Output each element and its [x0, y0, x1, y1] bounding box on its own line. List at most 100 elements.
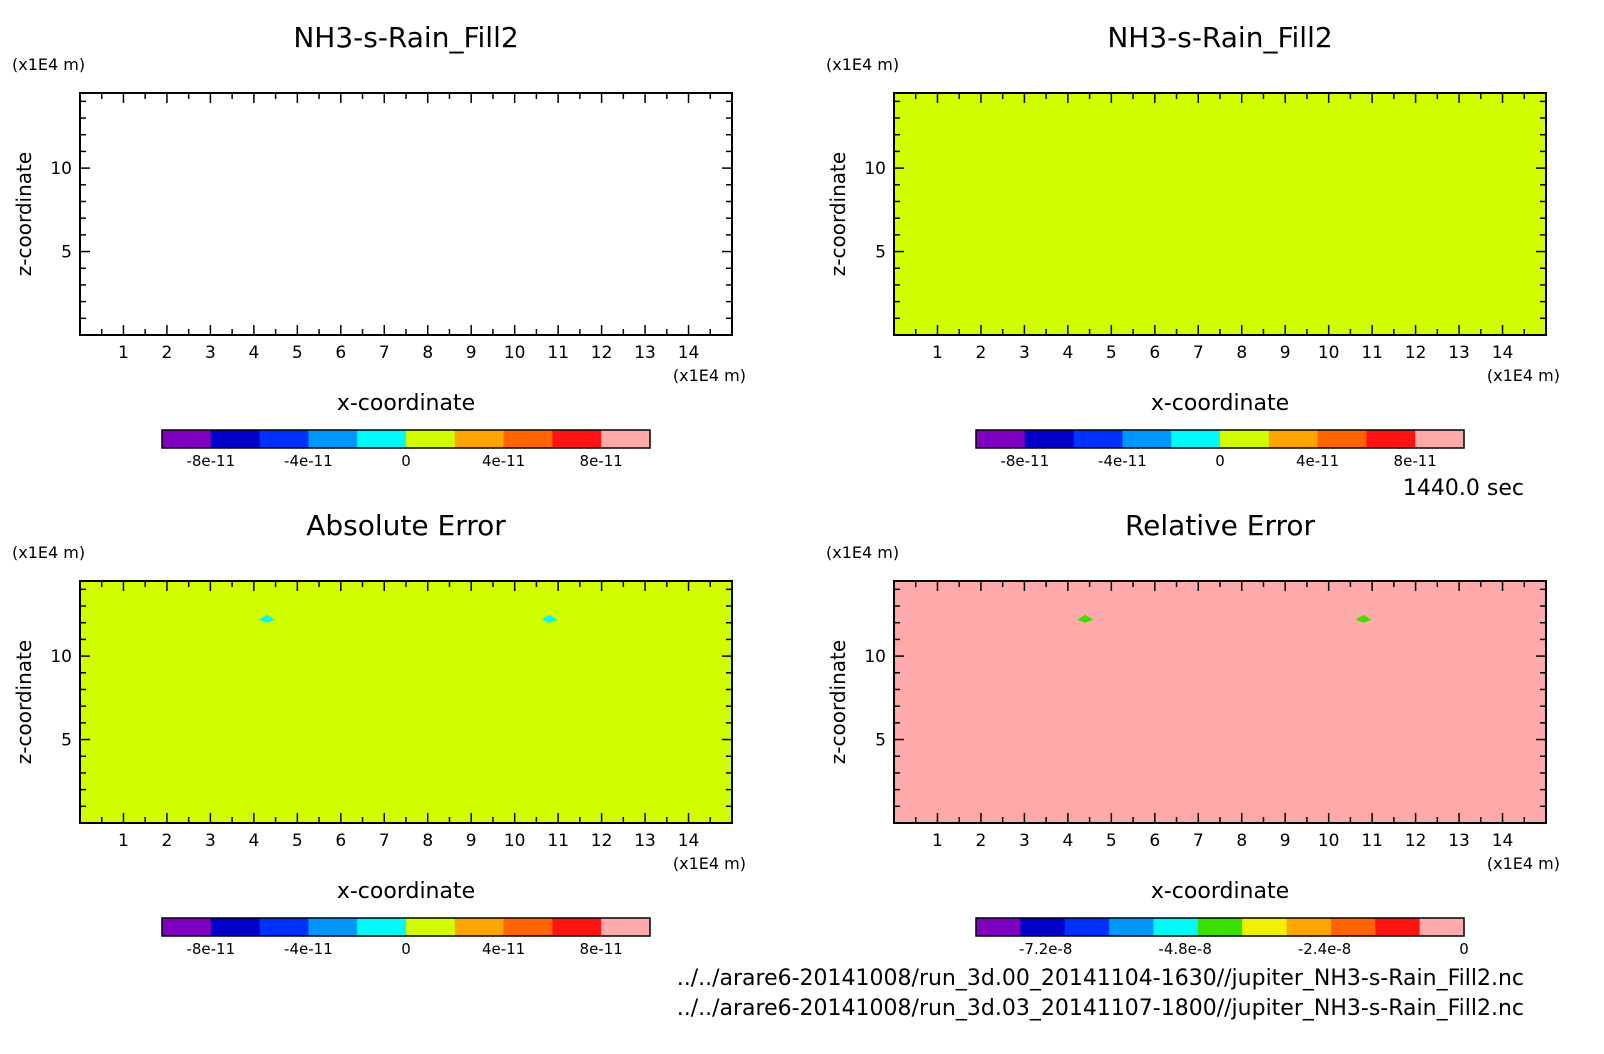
y-unit-label: (x1E4 m): [826, 55, 899, 74]
colorbar-frame: [975, 429, 1465, 449]
colorbar-segment: [1064, 918, 1110, 936]
field-fill: [894, 93, 1546, 335]
x-axis-label: x-coordinate: [1151, 879, 1289, 904]
x-tick-label: 14: [678, 831, 700, 851]
x-unit-label: (x1E4 m): [1487, 854, 1560, 873]
x-tick-label: 11: [1361, 831, 1383, 851]
x-tick-label: 12: [591, 343, 613, 363]
x-tick-label: 2: [976, 343, 987, 363]
x-axis-label: x-coordinate: [337, 391, 475, 416]
chart-panel-3: Absolute Error(x1E4 m)1 2 3 4 5 6 7 8 9 10 11 12 13 1…: [12, 509, 746, 958]
x-tick-label: 6: [1149, 343, 1160, 363]
colorbar-segment: [1419, 918, 1465, 936]
x-tick-label: 3: [1019, 831, 1030, 851]
colorbar-segment: [1122, 430, 1172, 448]
colorbar-segment: [601, 918, 651, 936]
colorbar-segment: [976, 430, 1026, 448]
colorbar-segment: [162, 918, 212, 936]
chart-title: Relative Error: [1125, 509, 1316, 542]
colorbar-segment: [1242, 918, 1288, 936]
x-tick-label: 13: [1448, 343, 1470, 363]
y-axis-label: z-coordinate: [12, 152, 36, 276]
colorbar-tick-label: -4e-11: [284, 940, 333, 958]
x-tick-label: 8: [1236, 831, 1247, 851]
colorbar-tick-label: 0: [1215, 452, 1225, 470]
colorbar-tick-label: 8e-11: [580, 452, 623, 470]
colorbar-segment: [503, 918, 553, 936]
colorbar-segment: [1171, 430, 1221, 448]
x-tick-label: 4: [1062, 343, 1073, 363]
x-tick-label: 14: [1492, 343, 1514, 363]
x-tick-label: 4: [248, 343, 259, 363]
x-tick-label: 11: [547, 343, 569, 363]
x-tick-label: 8: [1236, 343, 1247, 363]
colorbar-segment: [308, 430, 358, 448]
colorbar-segment: [162, 430, 212, 448]
x-tick-label: 3: [205, 343, 216, 363]
x-tick-label: 1: [118, 343, 129, 363]
colorbar-segment: [552, 918, 602, 936]
colorbar-segment: [1197, 918, 1243, 936]
y-tick-label: 10: [50, 647, 72, 667]
colorbar-segment: [210, 430, 261, 448]
y-tick-label: 10: [864, 647, 886, 667]
x-tick-label: 6: [335, 343, 346, 363]
file-path-1: ../../arare6-20141008/run_3d.00_20141104…: [677, 966, 1524, 991]
x-tick-label: 2: [162, 343, 173, 363]
x-tick-label: 7: [379, 343, 390, 363]
field-fill: [80, 93, 732, 335]
y-tick-label: 5: [875, 731, 886, 751]
file-path-2: ../../arare6-20141008/run_3d.03_20141107…: [677, 996, 1524, 1021]
colorbar-segment: [1109, 918, 1154, 936]
time-label: 1440.0 sec: [1403, 476, 1524, 501]
x-tick-label: 10: [504, 831, 526, 851]
y-axis-label: z-coordinate: [826, 640, 850, 764]
x-tick-label: 1: [932, 831, 943, 851]
colorbar-segment: [1317, 430, 1367, 448]
feature-mark-1: [1077, 614, 1094, 623]
x-tick-label: 6: [335, 831, 346, 851]
y-unit-label: (x1E4 m): [826, 543, 899, 562]
x-tick-label: 14: [678, 343, 700, 363]
x-tick-label: 12: [1405, 343, 1427, 363]
colorbar-frame: [975, 917, 1465, 937]
colorbar-segment: [1220, 430, 1270, 448]
x-unit-label: (x1E4 m): [673, 854, 746, 873]
colorbar-tick-label: -7.2e-8: [1019, 940, 1072, 958]
x-tick-label: 3: [1019, 343, 1030, 363]
x-tick-label: 7: [1193, 831, 1204, 851]
colorbar-tick-label: 8e-11: [580, 940, 623, 958]
x-tick-label: 3: [205, 831, 216, 851]
x-tick-label: 7: [379, 831, 390, 851]
chart-title: NH3-s-Rain_Fill2: [293, 21, 518, 54]
colorbar-tick-label: -2.4e-8: [1298, 940, 1351, 958]
colorbar-tick-label: -8e-11: [1000, 452, 1049, 470]
colorbar-segment: [1330, 918, 1376, 936]
x-tick-label: 13: [634, 343, 656, 363]
colorbar-segment: [357, 430, 407, 448]
colorbar-tick-label: -4e-11: [284, 452, 333, 470]
y-tick-label: 5: [61, 731, 72, 751]
x-tick-label: 13: [634, 831, 656, 851]
colorbar-tick-label: 0: [401, 940, 411, 958]
x-tick-label: 14: [1492, 831, 1514, 851]
feature-mark-2: [541, 614, 558, 623]
x-tick-label: 10: [1318, 343, 1340, 363]
x-tick-label: 4: [1062, 831, 1073, 851]
colorbar-tick-label: -4.8e-8: [1158, 940, 1211, 958]
x-tick-label: 9: [466, 831, 477, 851]
x-tick-label: 8: [422, 831, 433, 851]
chart-panel-4: Relative Error(x1E4 m)1 2 3 4 5 6 7 8 9 10 11 12 13 1…: [826, 509, 1560, 958]
colorbar-segment: [1366, 430, 1416, 448]
x-tick-label: 1: [118, 831, 129, 851]
colorbar-segment: [1024, 430, 1075, 448]
x-tick-label: 11: [1361, 343, 1383, 363]
colorbar-segment: [210, 918, 261, 936]
x-tick-label: 8: [422, 343, 433, 363]
x-tick-label: 2: [976, 831, 987, 851]
feature-mark-2: [1355, 614, 1372, 623]
x-tick-label: 10: [1318, 831, 1340, 851]
colorbar-tick-label: 8e-11: [1394, 452, 1437, 470]
colorbar-segment: [1375, 918, 1421, 936]
